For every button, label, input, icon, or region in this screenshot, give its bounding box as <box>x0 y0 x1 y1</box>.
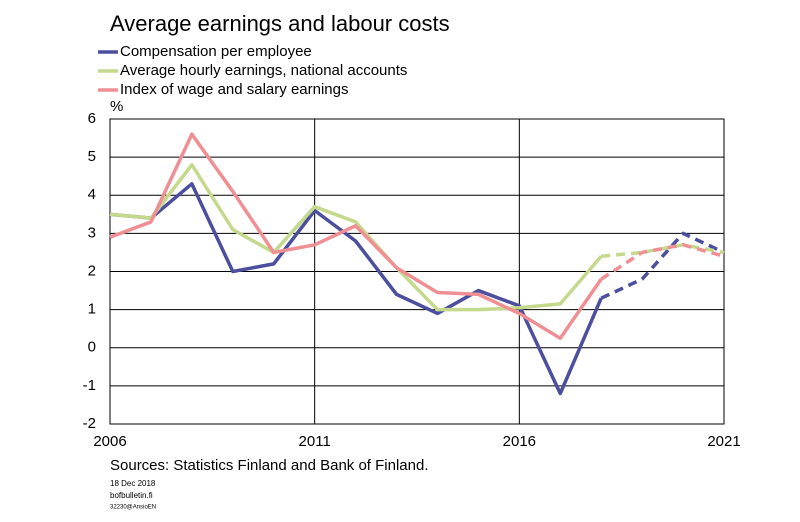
series-line <box>109 132 603 340</box>
y-tick-label: -1 <box>83 377 96 394</box>
forecast-line <box>600 243 725 281</box>
x-tick-label: 2011 <box>299 433 331 450</box>
y-tick-label: 6 <box>88 110 96 127</box>
y-tick-label: 3 <box>88 224 96 241</box>
source: Sources: Statistics Finland and Bank of … <box>110 457 429 474</box>
series-line <box>109 182 603 396</box>
y-tick-label: 5 <box>88 148 96 165</box>
x-tick-label: 2021 <box>707 433 740 450</box>
legend-label: Index of wage and salary earnings <box>120 81 348 98</box>
site: bofbulletin.fi <box>110 491 153 500</box>
chart-title: Average earnings and labour costs <box>110 11 450 36</box>
code: 32230@AnsioEN <box>110 505 156 511</box>
legend-label: Compensation per employee <box>120 43 312 60</box>
date: 18 Dec 2018 <box>110 479 156 488</box>
x-tick-label: 2016 <box>503 433 536 450</box>
y-tick-label: -2 <box>83 415 96 432</box>
y-tick-label: 4 <box>88 186 96 203</box>
legend-label: Average hourly earnings, national accoun… <box>120 62 407 79</box>
y-tick-label: 1 <box>88 301 96 318</box>
y-axis-label: % <box>110 98 123 115</box>
y-tick-label: 0 <box>88 339 96 356</box>
x-tick-label: 2006 <box>93 433 126 450</box>
forecast-line <box>600 231 725 300</box>
series-line <box>109 163 603 312</box>
forecast-line <box>601 243 725 258</box>
y-tick-label: 2 <box>88 262 96 279</box>
plot-frame <box>109 118 725 425</box>
